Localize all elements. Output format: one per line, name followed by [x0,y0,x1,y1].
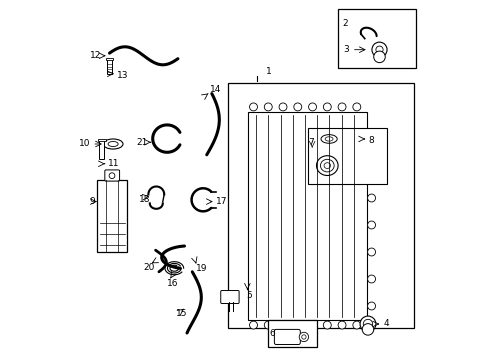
Ellipse shape [108,141,118,147]
Text: 2: 2 [342,19,347,28]
Circle shape [352,321,360,329]
Bar [97,180,127,252]
Bar [99,140,104,159]
Circle shape [367,140,375,148]
Circle shape [293,321,301,329]
Text: 6: 6 [269,329,275,338]
Circle shape [308,103,316,111]
Text: 10: 10 [79,139,90,148]
Text: 7: 7 [308,138,314,147]
Text: 3: 3 [343,45,348,54]
Ellipse shape [325,137,332,141]
Circle shape [279,103,286,111]
Text: 15: 15 [176,309,187,318]
Text: 16: 16 [167,279,178,288]
Bar [228,83,413,328]
Text: 5: 5 [246,291,251,300]
Circle shape [375,46,382,53]
Ellipse shape [320,135,337,143]
Circle shape [264,103,272,111]
Text: 19: 19 [196,264,207,273]
Circle shape [264,321,272,329]
Text: 17: 17 [215,197,227,206]
Text: 9: 9 [89,197,95,206]
Circle shape [371,42,386,57]
Bar [106,58,113,60]
Circle shape [367,167,375,175]
Text: 11: 11 [107,159,119,168]
Bar [307,128,386,184]
Circle shape [373,51,385,63]
Bar [337,9,415,68]
Circle shape [352,103,360,111]
Circle shape [299,332,308,342]
Ellipse shape [316,156,337,175]
Circle shape [301,335,305,339]
Circle shape [367,275,375,283]
Circle shape [362,324,373,335]
Circle shape [367,221,375,229]
Circle shape [367,194,375,202]
Text: 1: 1 [265,68,271,77]
Text: 20: 20 [142,263,154,271]
Text: 12: 12 [89,51,101,60]
Circle shape [337,321,346,329]
Ellipse shape [324,163,330,168]
Ellipse shape [320,159,333,172]
FancyBboxPatch shape [104,170,120,181]
FancyBboxPatch shape [220,291,239,303]
Bar [267,320,316,347]
Text: 8: 8 [368,136,374,145]
Circle shape [109,173,115,179]
Circle shape [293,103,301,111]
Ellipse shape [103,139,123,149]
Circle shape [359,316,375,332]
Circle shape [308,321,316,329]
FancyBboxPatch shape [274,329,300,345]
Circle shape [323,321,330,329]
Circle shape [337,103,346,111]
Text: 13: 13 [117,71,128,80]
Bar [107,59,111,74]
Text: 18: 18 [139,195,151,204]
Circle shape [323,103,330,111]
Circle shape [367,248,375,256]
Text: 4: 4 [382,320,388,328]
Text: 21: 21 [136,138,147,147]
Circle shape [249,321,257,329]
Circle shape [279,321,286,329]
Circle shape [249,103,257,111]
Bar [247,112,366,320]
Circle shape [363,319,372,329]
Circle shape [367,302,375,310]
Text: 14: 14 [209,85,221,94]
Bar [98,139,105,141]
